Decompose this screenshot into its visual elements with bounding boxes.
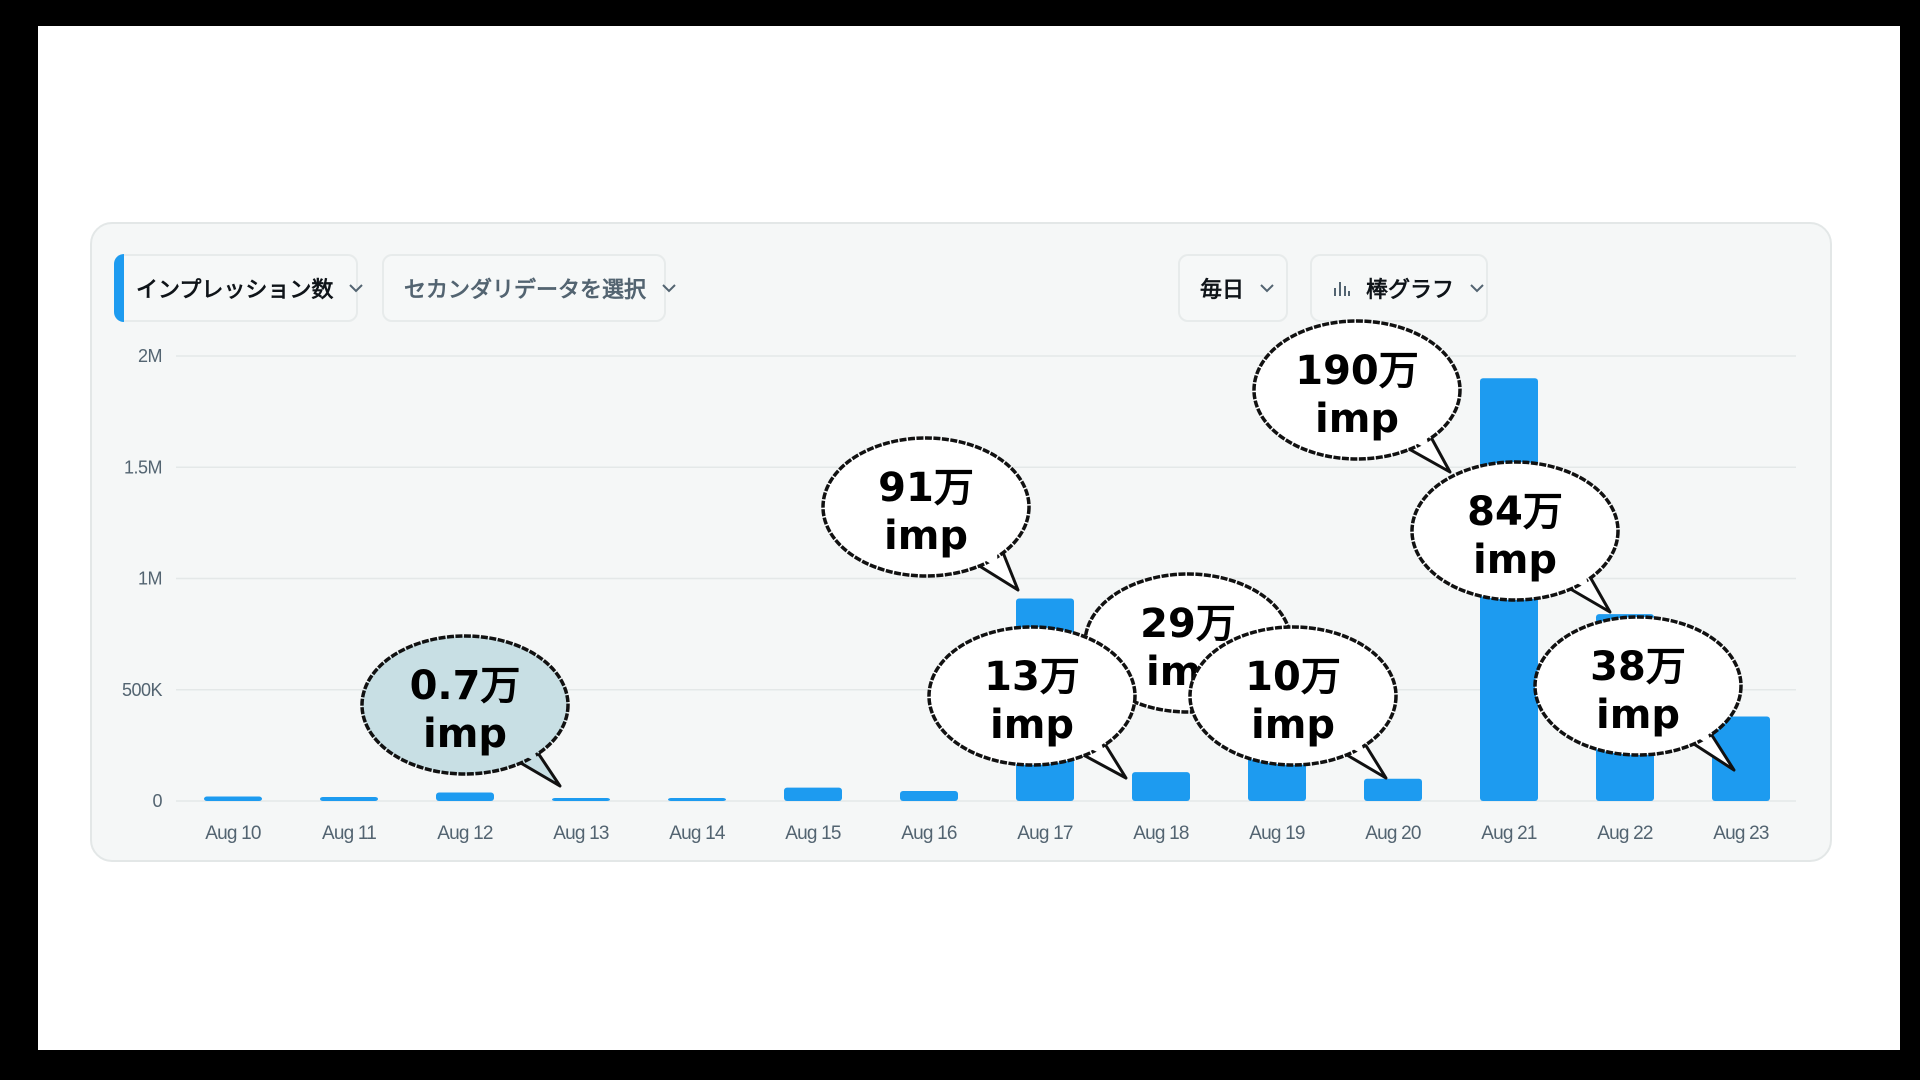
speech-bubble-tail-fill [1397,422,1430,450]
speech-bubble [1252,319,1462,461]
y-tick-label: 500K [122,680,163,700]
bubble-unit-text: imp [1315,396,1399,442]
x-tick-label: Aug 19 [1249,823,1305,844]
speech-bubble [1410,460,1620,602]
bar [900,790,958,801]
speech-bubble [1188,625,1398,767]
x-tick-label: Aug 16 [901,823,957,844]
bar [204,796,262,801]
bar [1364,778,1422,801]
speech-bubble-tail-fill [1069,730,1106,756]
speech-bubble [927,625,1137,767]
bubble-value-text: 190万 [1295,348,1419,394]
bubble-unit-text: imp [1251,702,1335,748]
speech-bubble-tail-fill [1334,730,1366,756]
speech-bubble-tail-fill [969,539,998,568]
bar [784,787,842,801]
x-tick-label: Aug 10 [205,823,261,844]
chevron-down-icon [1258,279,1276,297]
y-tick-label: 2M [138,346,162,366]
speech-bubble-tail-fill [1559,562,1590,590]
x-tick-label: Aug 15 [785,823,841,844]
bar [668,798,726,801]
secondary-metric-label: セカンダリデータを選択 [404,278,647,303]
x-tick-label: Aug 11 [322,823,376,844]
y-tick-label: 1.5M [124,457,162,477]
speech-bubble [1533,615,1743,757]
bubble-unit-text: imp [990,702,1074,748]
interval-label: 毎日 [1200,278,1245,303]
primary-metric-dropdown[interactable]: インプレッション数 [114,254,364,322]
primary-metric-label: インプレッション数 [136,278,334,303]
x-tick-label: Aug 13 [553,823,609,844]
chevron-down-icon [1468,279,1486,297]
secondary-metric-dropdown[interactable]: セカンダリデータを選択 [382,254,676,322]
x-tick-label: Aug 20 [1365,823,1421,844]
bubble-value-text: 0.7万 [410,663,521,709]
y-tick-label: 1M [138,569,162,589]
x-tick-label: Aug 18 [1133,823,1189,844]
chart-type-dropdown[interactable]: 棒グラフ [1310,254,1488,322]
x-tick-label: Aug 12 [437,823,493,844]
bar [320,796,378,801]
bubble-value-text: 10万 [1245,654,1341,700]
bubble-unit-text: imp [1596,692,1680,738]
interval-dropdown[interactable]: 毎日 [1178,254,1288,322]
x-tick-label: Aug 17 [1017,823,1073,844]
speech-bubble [360,634,570,776]
bar [1712,716,1770,801]
x-tick-label: Aug 14 [669,823,726,844]
bubble-unit-text: imp [1473,537,1557,583]
chart-type-label: 棒グラフ [1366,278,1455,303]
x-tick-label: Aug 23 [1713,823,1769,844]
y-tick-label: 0 [152,791,162,811]
bubble-value-text: 38万 [1590,644,1686,690]
bar [436,792,494,801]
x-tick-label: Aug 22 [1597,823,1653,844]
chevron-down-icon [347,279,365,297]
speech-bubble [821,436,1031,578]
speech-bubble-tail-fill [506,738,540,764]
bar [1132,772,1190,801]
bubble-value-text: 91万 [878,465,974,511]
chevron-down-icon [660,279,678,297]
x-tick-label: Aug 21 [1481,823,1537,844]
bubble-value-text: 29万 [1140,601,1236,647]
bubble-value-text: 13万 [984,654,1080,700]
bubble-unit-text: imp [423,711,507,757]
bar [552,798,610,801]
bubble-unit-text: imp [884,513,968,559]
selected-accent-bar [114,254,124,322]
bar-chart-icon [1332,278,1352,298]
speech-bubble-tail-fill [1684,720,1714,748]
bubble-value-text: 84万 [1467,489,1563,535]
